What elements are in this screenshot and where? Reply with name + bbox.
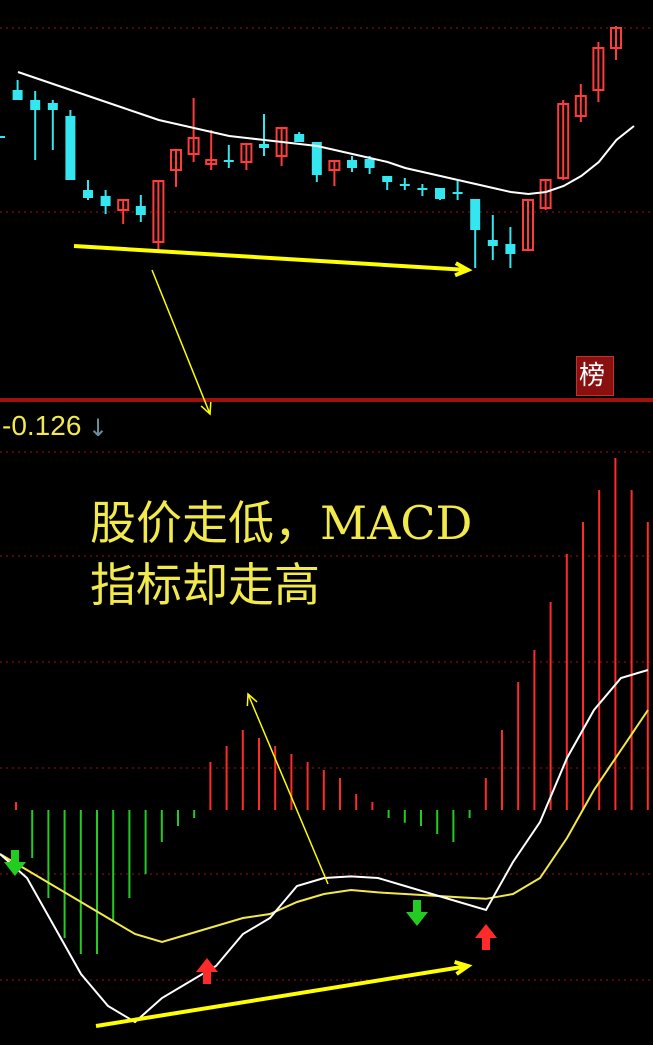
candle-body bbox=[223, 160, 234, 162]
candle-body bbox=[205, 159, 218, 165]
arrow-shaft bbox=[413, 900, 421, 914]
pointer-arrow-icon bbox=[151, 269, 212, 416]
price-downtrend-arrow-icon bbox=[73, 244, 473, 278]
candle-body bbox=[522, 199, 534, 251]
readout-down-arrow-icon: ↓ bbox=[88, 414, 109, 442]
candle-body bbox=[610, 27, 622, 49]
arrow-line bbox=[73, 244, 469, 272]
candle-body bbox=[12, 90, 23, 100]
candle-body bbox=[328, 160, 341, 171]
arrow-head bbox=[475, 924, 497, 938]
price-panel bbox=[0, 26, 635, 268]
macd-panel bbox=[0, 458, 649, 1024]
arrow-shaft bbox=[482, 936, 490, 950]
pointer-arrow-icon bbox=[246, 692, 329, 885]
annotation-arrows bbox=[73, 244, 473, 1028]
candle-body bbox=[452, 192, 463, 194]
arrow-shaft bbox=[11, 850, 19, 864]
candle-body bbox=[435, 188, 445, 199]
arrow-line bbox=[151, 269, 211, 415]
dea-line bbox=[0, 709, 649, 944]
arrow-head bbox=[246, 692, 258, 707]
indicator-readout: -0.126 bbox=[2, 410, 82, 441]
candle-body bbox=[170, 149, 182, 171]
candle-body bbox=[0, 136, 5, 138]
annotation-line-2: 指标却走高 bbox=[90, 558, 320, 612]
candle-body bbox=[152, 180, 165, 243]
candle-body bbox=[347, 160, 357, 168]
arrow-shaft bbox=[203, 970, 211, 984]
arrow-head bbox=[406, 912, 428, 926]
rank-badge-label: 榜 bbox=[579, 361, 606, 391]
arrow-head bbox=[200, 401, 212, 416]
candle-body bbox=[311, 142, 322, 175]
annotation-line-1: 股价走低，MACD bbox=[90, 496, 473, 550]
candle-body bbox=[187, 137, 200, 155]
candle-body bbox=[382, 176, 393, 182]
candle-body bbox=[399, 184, 410, 186]
arrow-line bbox=[247, 693, 329, 885]
grid-lines bbox=[0, 27, 653, 981]
candle-body bbox=[83, 190, 93, 198]
candle-body bbox=[294, 134, 305, 142]
dif-line bbox=[0, 669, 649, 1024]
candle-body bbox=[30, 100, 41, 110]
moving-average-line bbox=[17, 71, 635, 196]
candle-body bbox=[539, 179, 552, 209]
arrow-head bbox=[4, 862, 26, 876]
candle-body bbox=[470, 199, 481, 230]
sell-signal-arrow-icon bbox=[4, 850, 26, 876]
buy-signal-arrow-icon bbox=[475, 924, 497, 950]
candle-body bbox=[574, 95, 587, 117]
candle-body bbox=[47, 103, 58, 110]
candle-body bbox=[240, 143, 253, 163]
macd-uptrend-arrow-icon bbox=[95, 960, 473, 1028]
candle-body bbox=[100, 196, 111, 206]
candle-body bbox=[65, 116, 76, 180]
arrow-head bbox=[454, 960, 473, 976]
sell-signal-arrow-icon bbox=[406, 900, 428, 926]
candle-body bbox=[259, 144, 269, 148]
arrow-head bbox=[454, 261, 473, 278]
candle-body bbox=[135, 206, 146, 215]
buy-signal-arrow-icon bbox=[196, 958, 218, 984]
candle-body bbox=[592, 47, 605, 91]
candle-body bbox=[505, 244, 516, 254]
candle-body bbox=[417, 188, 428, 190]
candle-body bbox=[117, 199, 130, 211]
candle-body bbox=[364, 159, 375, 168]
candle-body bbox=[557, 103, 570, 179]
arrow-line bbox=[95, 964, 469, 1028]
rank-badge[interactable]: 榜 bbox=[576, 356, 614, 396]
candle-body bbox=[487, 240, 498, 246]
arrow-head bbox=[196, 958, 218, 972]
